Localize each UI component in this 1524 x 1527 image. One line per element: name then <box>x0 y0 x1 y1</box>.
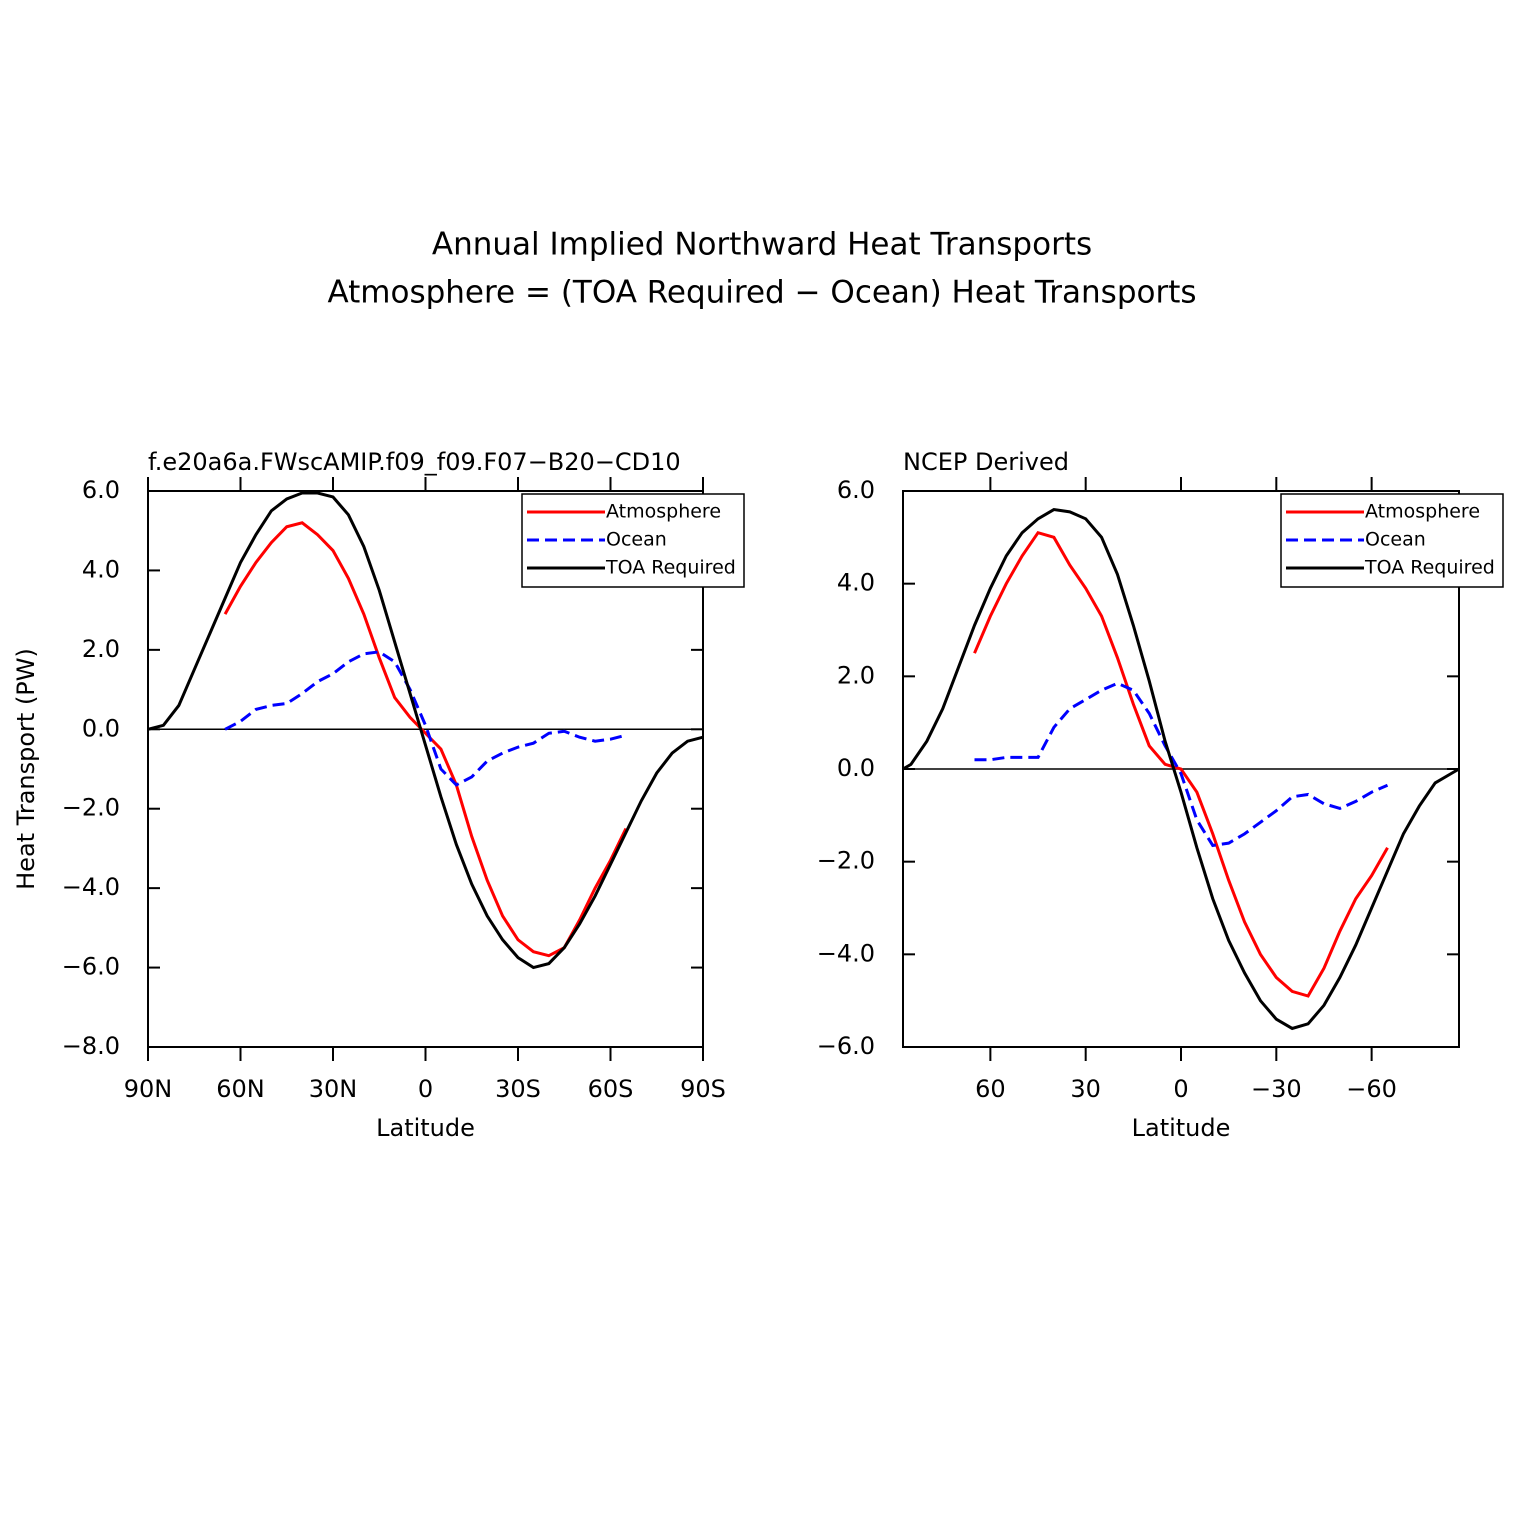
x-tick-label: 30N <box>309 1075 358 1103</box>
legend-box <box>521 493 745 588</box>
x-tick-label: −60 <box>1346 1075 1397 1103</box>
x-tick-label: 60N <box>216 1075 265 1103</box>
series-line <box>147 491 704 970</box>
y-tick-label: 4.0 <box>837 569 875 597</box>
y-tick-label: −2.0 <box>817 847 875 875</box>
x-tick-label: 60 <box>975 1075 1006 1103</box>
y-tick-label: 6.0 <box>837 476 875 504</box>
x-tick-label: 90S <box>680 1075 726 1103</box>
legend-label: Ocean <box>606 529 667 551</box>
x-tick-label: 60S <box>588 1075 634 1103</box>
y-tick-label: −6.0 <box>817 1032 875 1060</box>
series-line <box>223 521 628 958</box>
x-tick-label: 0 <box>418 1075 433 1103</box>
y-tick-label: 0.0 <box>837 754 875 782</box>
series-line <box>974 681 1389 848</box>
x-axis-label: Latitude <box>1132 1114 1231 1142</box>
x-tick-label: 30 <box>1070 1075 1101 1103</box>
y-tick-label: −2.0 <box>62 794 120 822</box>
y-tick-label: −4.0 <box>62 873 120 901</box>
y-tick-label: −6.0 <box>62 953 120 981</box>
x-axis-label: Latitude <box>376 1114 475 1142</box>
x-tick-label: −30 <box>1251 1075 1302 1103</box>
legend-box <box>1280 493 1504 588</box>
legend-label: Atmosphere <box>606 501 721 523</box>
series-line <box>224 650 627 787</box>
legend-label: Ocean <box>1365 529 1426 551</box>
y-tick-label: 2.0 <box>82 635 120 663</box>
series-line <box>973 530 1389 998</box>
figure-subtitle: Atmosphere = (TOA Required − Ocean) Heat… <box>327 275 1196 311</box>
figure-title: Annual Implied Northward Heat Transports <box>432 227 1092 263</box>
y-tick-label: −4.0 <box>817 939 875 967</box>
legend-label: TOA Required <box>1364 557 1495 579</box>
legend-label: Atmosphere <box>1365 501 1480 523</box>
series-line <box>902 507 1460 1031</box>
x-tick-label: 90N <box>124 1075 173 1103</box>
panel-title: f.e20a6a.FWscAMIP.f09_f09.F07−B20−CD10 <box>148 448 681 476</box>
y-tick-label: 0.0 <box>82 714 120 742</box>
x-tick-label: 30S <box>495 1075 541 1103</box>
y-axis-label: Heat Transport (PW) <box>12 648 40 890</box>
panel-title: NCEP Derived <box>903 448 1069 476</box>
y-tick-label: −8.0 <box>62 1032 120 1060</box>
legend-label: TOA Required <box>605 557 736 579</box>
plot-frame <box>147 490 704 1048</box>
y-tick-label: 6.0 <box>82 476 120 504</box>
y-tick-label: 2.0 <box>837 661 875 689</box>
x-tick-label: 0 <box>1173 1075 1188 1103</box>
y-tick-label: 4.0 <box>82 555 120 583</box>
